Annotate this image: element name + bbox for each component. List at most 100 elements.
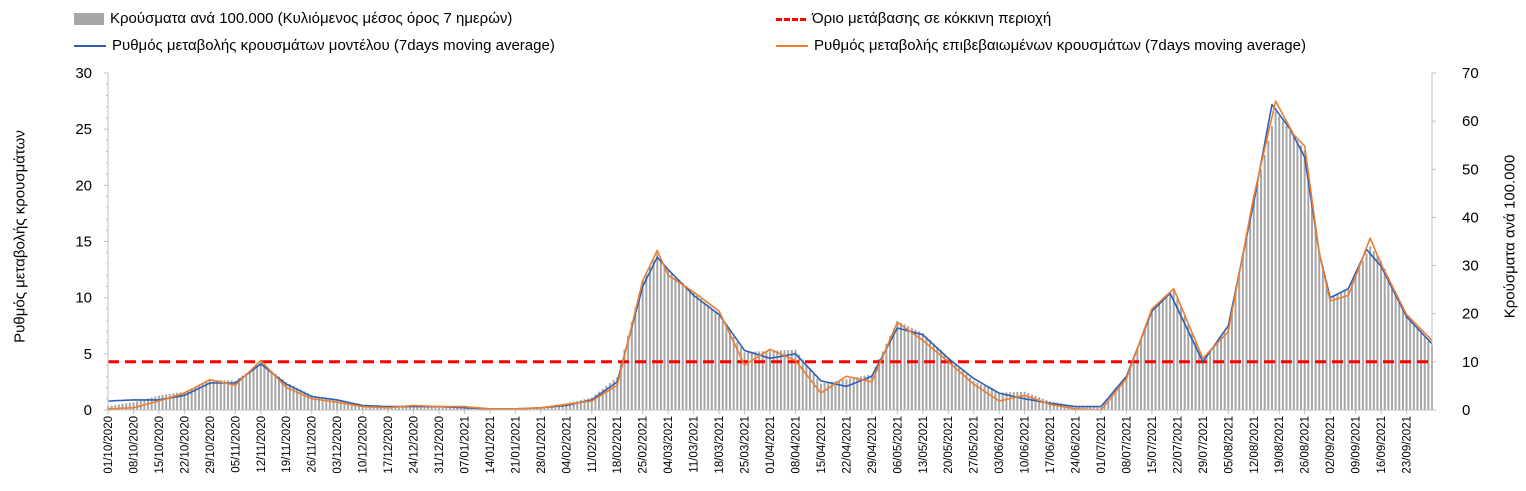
- y-left-tick-label: 10: [75, 290, 92, 307]
- y-right-tick-label: 60: [1462, 113, 1479, 130]
- case-bar: [896, 320, 899, 410]
- x-tick-label: 08/10/2020: [129, 416, 141, 474]
- x-tick-label: 08/07/2021: [1122, 416, 1134, 474]
- case-bar: [638, 293, 641, 410]
- case-bar: [1260, 169, 1263, 410]
- case-bar: [1401, 308, 1404, 410]
- x-tick-label: 24/06/2021: [1071, 416, 1083, 474]
- case-bar: [834, 381, 837, 410]
- case-bar: [685, 285, 688, 410]
- case-bar: [201, 383, 204, 410]
- case-bar: [798, 354, 801, 410]
- case-bar: [252, 367, 255, 410]
- case-bar: [809, 369, 812, 410]
- case-bar: [1278, 116, 1281, 410]
- case-bar: [536, 407, 539, 410]
- case-bar: [678, 279, 681, 410]
- case-bar: [874, 366, 877, 410]
- case-bar: [932, 343, 935, 410]
- case-bar: [761, 351, 764, 410]
- case-bar: [754, 351, 757, 410]
- case-bar: [1078, 406, 1081, 410]
- x-tick-label: 15/07/2021: [1147, 416, 1159, 474]
- case-bar: [325, 398, 328, 410]
- case-bar: [190, 388, 193, 410]
- case-bar: [1241, 253, 1244, 410]
- case-bar: [1198, 350, 1201, 410]
- case-bar: [1423, 336, 1426, 410]
- case-bar: [1358, 267, 1361, 410]
- case-bar: [769, 350, 771, 410]
- case-bar: [558, 404, 561, 410]
- case-bar: [994, 391, 997, 410]
- legend-bars-label: Κρούσματα ανά 100.000 (Κυλιόμενος μέσος …: [110, 10, 513, 27]
- model-swatch: [74, 45, 106, 48]
- case-bar: [307, 393, 310, 410]
- case-bar: [1227, 328, 1230, 410]
- case-bar: [958, 367, 961, 410]
- case-bar: [256, 365, 259, 410]
- case-bar: [1023, 391, 1026, 410]
- case-bar: [1369, 246, 1372, 410]
- case-bar: [794, 349, 797, 410]
- case-bar: [1140, 338, 1143, 410]
- case-bar: [1267, 140, 1270, 410]
- case-bar: [281, 379, 284, 410]
- case-bar: [583, 399, 586, 410]
- case-bar: [187, 389, 190, 410]
- case-bar: [528, 408, 531, 410]
- case-bar: [1270, 125, 1273, 411]
- case-bar: [681, 282, 684, 410]
- case-bar: [161, 395, 164, 410]
- case-bar: [1303, 150, 1306, 410]
- case-bar: [263, 365, 266, 410]
- case-bar: [572, 401, 575, 410]
- case-bar: [870, 374, 873, 410]
- case-bar: [1165, 296, 1168, 410]
- case-bar: [1180, 307, 1183, 410]
- confirmed-swatch: [776, 45, 808, 48]
- case-bar: [587, 398, 590, 410]
- case-bar: [1187, 324, 1190, 410]
- case-bar: [1361, 260, 1364, 410]
- case-bar: [212, 379, 215, 410]
- case-bar: [859, 376, 862, 410]
- bars-swatch: [74, 13, 104, 26]
- case-bar: [317, 396, 320, 410]
- case-bar: [645, 273, 648, 410]
- case-bar: [598, 391, 601, 410]
- y-axis-left-title: Ρυθμός μεταβολής κρουσμάτων: [11, 130, 29, 343]
- case-bar: [921, 332, 924, 410]
- case-bar: [1143, 328, 1146, 410]
- case-bar: [1390, 284, 1393, 410]
- case-bar: [401, 405, 404, 410]
- case-bar: [354, 403, 357, 410]
- case-bar: [1252, 198, 1255, 410]
- case-bar: [132, 402, 135, 410]
- case-bar: [634, 307, 637, 410]
- case-bar: [969, 377, 972, 410]
- y-left-tick-label: 0: [84, 402, 92, 419]
- case-bar: [903, 324, 906, 410]
- case-bar: [576, 400, 579, 410]
- case-bar: [452, 406, 455, 410]
- case-bar: [852, 377, 855, 410]
- legend-confirmed: Ρυθμός μεταβολής επιβεβαιωμένων κρουσμάτ…: [776, 37, 1306, 55]
- case-bar: [547, 406, 550, 410]
- case-bar: [1019, 391, 1022, 410]
- y-left-tick-label: 5: [84, 346, 92, 363]
- case-bar: [332, 399, 335, 410]
- case-bar: [267, 368, 270, 410]
- x-tick-label: 26/11/2020: [307, 416, 319, 473]
- case-bar: [983, 386, 986, 410]
- case-bar: [954, 363, 957, 410]
- x-tick-label: 31/12/2020: [434, 416, 446, 474]
- case-bar: [441, 406, 444, 410]
- case-bar: [237, 378, 240, 410]
- case-bar: [285, 382, 288, 410]
- case-bar: [456, 406, 459, 410]
- case-bar: [608, 383, 611, 410]
- case-bar: [699, 298, 702, 410]
- case-bar: [1034, 395, 1037, 410]
- case-bar: [259, 362, 262, 410]
